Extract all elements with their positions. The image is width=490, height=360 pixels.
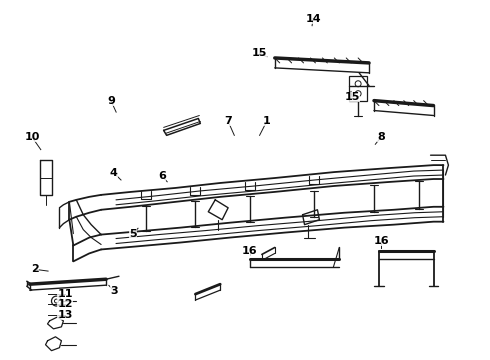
Text: 9: 9 bbox=[107, 96, 115, 107]
Text: 16: 16 bbox=[242, 247, 258, 256]
Text: 11: 11 bbox=[57, 289, 73, 299]
Text: 14: 14 bbox=[305, 14, 321, 23]
Text: 7: 7 bbox=[224, 116, 232, 126]
Text: 3: 3 bbox=[110, 286, 118, 296]
Text: 4: 4 bbox=[110, 168, 118, 178]
Text: 13: 13 bbox=[57, 310, 73, 320]
Text: 15: 15 bbox=[344, 92, 360, 102]
Text: 6: 6 bbox=[158, 171, 166, 181]
Text: 5: 5 bbox=[129, 229, 137, 239]
Text: 10: 10 bbox=[24, 132, 40, 142]
Text: 8: 8 bbox=[377, 132, 385, 142]
Text: 12: 12 bbox=[57, 299, 73, 309]
Text: 16: 16 bbox=[373, 237, 389, 247]
Text: 15: 15 bbox=[252, 48, 267, 58]
Text: 2: 2 bbox=[31, 264, 39, 274]
Text: 1: 1 bbox=[263, 116, 271, 126]
